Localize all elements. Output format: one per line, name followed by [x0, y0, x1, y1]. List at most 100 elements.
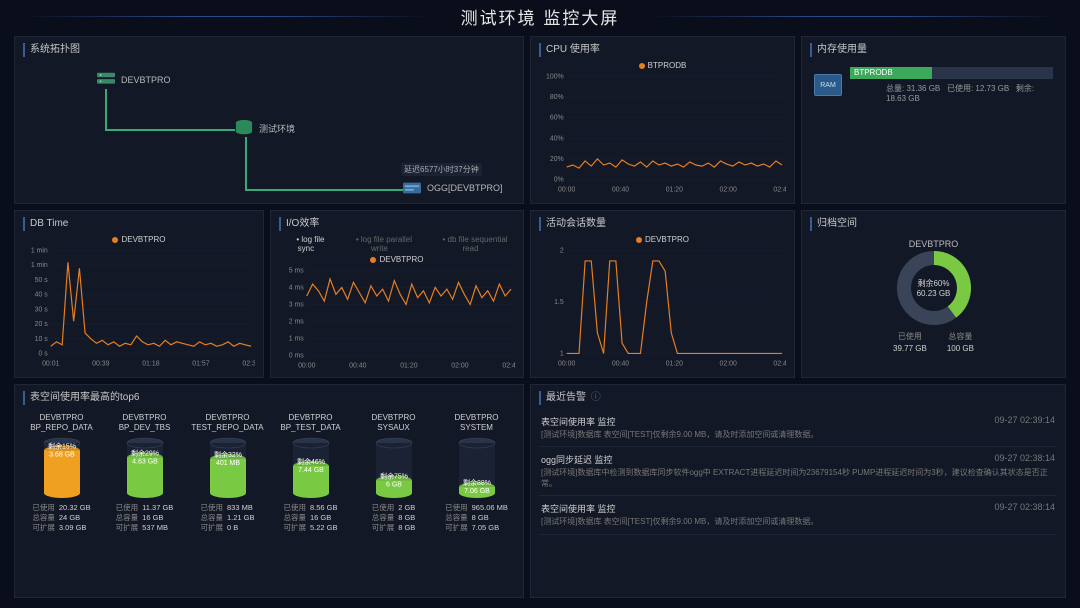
memory-panel: 内存使用量 RAM BTPRODB 总量: 31.36 GB 已使用: 12.7… — [801, 36, 1066, 204]
alert-time: 09-27 02:38:14 — [994, 453, 1055, 466]
topo-node-label: DEVBTPRO — [121, 75, 171, 85]
svg-text:20 s: 20 s — [35, 321, 49, 328]
ts-stats: 已使用965.06 MB 总容量8 GB 可扩展7.05 GB — [438, 503, 515, 532]
legend: DEVBTPRO — [539, 235, 786, 244]
arch-server: DEVBTPRO — [909, 239, 959, 249]
svg-text:60%: 60% — [550, 115, 564, 122]
svg-text:80%: 80% — [550, 94, 564, 101]
alert-item[interactable]: ogg同步延迟 监控 09-27 02:38:14 [测试环境]数据库中检测到数… — [539, 447, 1057, 496]
ts-name: DEVBTPROSYSAUX — [355, 413, 432, 433]
svg-text:1: 1 — [560, 350, 564, 357]
info-icon[interactable]: ⓘ — [591, 392, 601, 403]
alert-item[interactable]: 表空间使用率 监控 09-27 02:39:14 [测试环境]数据库 表空间[T… — [539, 409, 1057, 447]
svg-text:02:00: 02:00 — [720, 186, 737, 193]
ts-stats: 已使用8.56 GB 总容量16 GB 可扩展5.22 GB — [272, 503, 349, 532]
cylinder-icon: 剩余29% 4.63 GB — [124, 437, 166, 499]
ts-item[interactable]: DEVBTPROTEST_REPO_DATA 剩余32% 401 MB 已使用8… — [189, 413, 266, 532]
panel-title: CPU 使用率 — [539, 43, 786, 57]
svg-text:00:00: 00:00 — [298, 363, 316, 370]
sessions-panel: 活动会话数量 DEVBTPRO 11.5200:0000:4001:2002:0… — [530, 210, 795, 378]
arch-total: 100 GB — [947, 344, 974, 353]
panel-title: I/O效率 — [279, 217, 515, 231]
ts-item[interactable]: DEVBTPROSYSAUX 剩余75% 6 GB 已使用2 GB 总容量8 G… — [355, 413, 432, 532]
svg-text:02:40: 02:40 — [773, 360, 786, 367]
io-chart: 0 ms1 ms2 ms3 ms4 ms5 ms00:0000:4001:200… — [279, 266, 515, 370]
svg-text:50 s: 50 s — [35, 277, 49, 284]
alert-message: [测试环境]数据库 表空间[TEST]仅剩余9.00 MB，请及时添加空间或清理… — [541, 517, 1055, 527]
cylinder-icon: 剩余46% 7.44 GB — [290, 437, 332, 499]
svg-text:00:40: 00:40 — [349, 363, 367, 370]
legend: DEVBTPRO — [279, 255, 515, 264]
ts-item[interactable]: DEVBTPROBP_TEST_DATA 剩余46% 7.44 GB 已使用8.… — [272, 413, 349, 532]
svg-text:01:20: 01:20 — [666, 186, 683, 193]
svg-text:4.63 GB: 4.63 GB — [132, 459, 158, 466]
panel-title: 活动会话数量 — [539, 217, 786, 231]
ts-name: DEVBTPROBP_TEST_DATA — [272, 413, 349, 433]
cpu-panel: CPU 使用率 BTPRODB 0%20%40%60%80%100%00:000… — [530, 36, 795, 204]
alert-time: 09-27 02:39:14 — [994, 415, 1055, 428]
ts-name: DEVBTPROSYSTEM — [438, 413, 515, 433]
svg-text:02:00: 02:00 — [451, 363, 469, 370]
dbtime-chart: 0 s10 s20 s30 s40 s50 s1 min1 min00:0100… — [23, 246, 255, 368]
ts-item[interactable]: DEVBTPROSYSTEM 剩余88% 7.06 GB 已使用965.06 M… — [438, 413, 515, 532]
svg-text:7.44 GB: 7.44 GB — [298, 467, 324, 474]
panel-title: 系统拓扑图 — [23, 43, 515, 57]
topo-node-dev[interactable]: DEVBTPRO — [95, 71, 171, 89]
arch-panel: 归档空间 DEVBTPRO 剩余60% 60.23 GB 已使用39.77 GB… — [801, 210, 1066, 378]
ts-stats: 已使用11.37 GB 总容量16 GB 可扩展537 MB — [106, 503, 183, 532]
svg-text:4 ms: 4 ms — [289, 284, 305, 291]
panel-title: 表空间使用率最高的top6 — [23, 391, 515, 405]
svg-text:7.06 GB: 7.06 GB — [464, 488, 490, 495]
io-tab[interactable]: • log file sync — [279, 235, 333, 253]
page-title: 测试环境 监控大屏 — [431, 4, 650, 29]
svg-text:2: 2 — [560, 248, 564, 255]
arch-free-gb: 60.23 GB — [917, 289, 951, 298]
svg-text:10 s: 10 s — [35, 336, 49, 343]
io-tab[interactable]: • db file sequential read — [426, 235, 515, 253]
ts-name: DEVBTPROBP_DEV_TBS — [106, 413, 183, 433]
alerts-panel: 最近告警 ⓘ 表空间使用率 监控 09-27 02:39:14 [测试环境]数据… — [530, 384, 1066, 598]
panel-title: 内存使用量 — [810, 43, 1057, 57]
ts-item[interactable]: DEVBTPROBP_REPO_DATA 剩余15% 3.68 GB 已使用20… — [23, 413, 100, 532]
svg-text:30 s: 30 s — [35, 306, 49, 313]
topo-node-label: 测试环境 — [259, 122, 295, 135]
topo-node-test[interactable]: 测试环境 — [233, 119, 295, 137]
tablespace-panel: 表空间使用率最高的top6 DEVBTPROBP_REPO_DATA 剩余15%… — [14, 384, 524, 598]
svg-text:00:00: 00:00 — [558, 186, 575, 193]
ts-name: DEVBTPROBP_REPO_DATA — [23, 413, 100, 433]
svg-text:剩余88%: 剩余88% — [462, 478, 490, 487]
ram-icon: RAM — [814, 74, 842, 96]
svg-text:0 ms: 0 ms — [289, 353, 305, 360]
svg-text:01:20: 01:20 — [400, 363, 418, 370]
ts-stats: 已使用833 MB 总容量1.21 GB 可扩展0 B — [189, 503, 266, 532]
cylinder-icon: 剩余75% 6 GB — [373, 437, 415, 499]
alert-message: [测试环境]数据库 表空间[TEST]仅剩余9.00 MB，请及时添加空间或清理… — [541, 430, 1055, 440]
alert-message: [测试环境]数据库中检测到数据库同步软件ogg中 EXTRACT进程延迟时间为2… — [541, 468, 1055, 489]
arch-free-pct: 剩余60% — [917, 278, 949, 289]
topo-delay-badge: 延迟6577小时37分钟 — [401, 163, 482, 176]
svg-text:剩余32%: 剩余32% — [213, 450, 241, 459]
svg-text:1 ms: 1 ms — [289, 336, 305, 343]
ts-item[interactable]: DEVBTPROBP_DEV_TBS 剩余29% 4.63 GB 已使用11.3… — [106, 413, 183, 532]
svg-text:01:18: 01:18 — [142, 360, 160, 367]
svg-text:剩余46%: 剩余46% — [296, 457, 324, 466]
svg-text:01:20: 01:20 — [666, 360, 683, 367]
io-tab[interactable]: • log file parallel write — [339, 235, 420, 253]
cylinder-icon: 剩余32% 401 MB — [207, 437, 249, 499]
ts-name: DEVBTPROTEST_REPO_DATA — [189, 413, 266, 433]
svg-text:00:00: 00:00 — [558, 360, 575, 367]
svg-text:02:36: 02:36 — [242, 360, 255, 367]
panel-title: 最近告警 ⓘ — [539, 391, 1057, 405]
svg-text:0 s: 0 s — [39, 351, 49, 358]
cylinder-icon: 剩余88% 7.06 GB — [456, 437, 498, 499]
svg-text:3.68 GB: 3.68 GB — [49, 452, 75, 459]
topo-node-ogg[interactable]: OGG[DEVBTPRO] — [401, 179, 503, 197]
svg-text:40 s: 40 s — [35, 292, 49, 299]
cylinder-icon: 剩余15% 3.68 GB — [41, 437, 83, 499]
io-panel: I/O效率 • log file sync • log file parallel… — [270, 210, 524, 378]
svg-text:1 min: 1 min — [31, 247, 48, 254]
svg-text:00:40: 00:40 — [612, 186, 629, 193]
arch-donut: 剩余60% 60.23 GB — [897, 251, 971, 325]
dbtime-panel: DB Time DEVBTPRO 0 s10 s20 s30 s40 s50 s… — [14, 210, 264, 378]
alert-item[interactable]: 表空间使用率 监控 09-27 02:38:14 [测试环境]数据库 表空间[T… — [539, 496, 1057, 534]
